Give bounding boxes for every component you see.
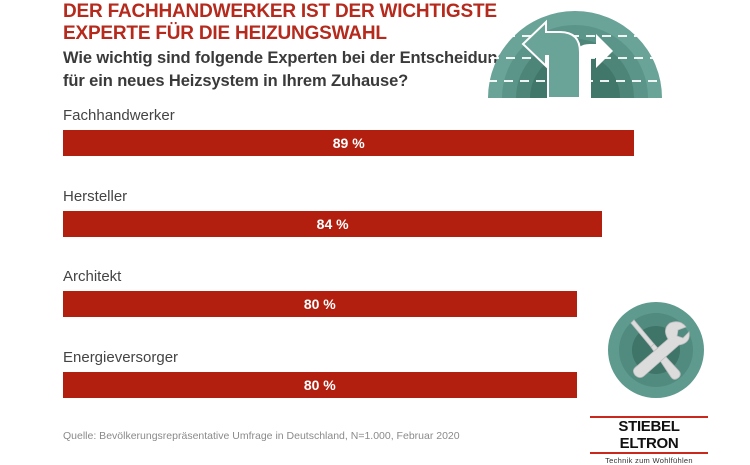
bar-energieversorger	[63, 371, 577, 398]
bar-fachhandwerker	[63, 130, 635, 156]
road-fork-arrows-icon	[488, 11, 664, 99]
brand-name: STIEBEL ELTRON	[590, 416, 708, 454]
bar-value-label: 84 %	[316, 215, 349, 232]
title-line-2: EXPERTE FÜR DIE HEIZUNGSWAHL	[63, 23, 387, 44]
bar-value-label: 89 %	[332, 135, 365, 151]
subtitle-line-2: für ein neues Heizsystem in Ihrem Zuhaus…	[63, 72, 409, 90]
subtitle-line-1: Wie wichtig sind folgende Experten bei d…	[63, 49, 508, 67]
brand-logo: STIEBEL ELTRON Technik zum Wohlfühlen	[590, 416, 708, 465]
wrench-screwdriver-icon	[608, 302, 704, 398]
source-note: Quelle: Bevölkerungsrepräsentative Umfra…	[63, 430, 460, 442]
bar-hersteller	[63, 210, 603, 237]
bar-value-label: 80 %	[303, 376, 336, 393]
category-label: Energieversorger	[63, 348, 179, 366]
chart-title: DER FACHHANDWERKER IST DER WICHTIGSTE EX…	[63, 1, 497, 45]
chart-subtitle: Wie wichtig sind folgende Experten bei d…	[63, 47, 508, 93]
category-label: Architekt	[63, 268, 122, 285]
bar-architekt	[63, 291, 577, 317]
category-label: Fachhandwerker	[63, 107, 175, 124]
brand-tagline: Technik zum Wohlfühlen	[605, 456, 693, 465]
bar-value-label: 80 %	[303, 296, 336, 312]
title-line-1: DER FACHHANDWERKER IST DER WICHTIGSTE	[63, 1, 497, 22]
category-label: Hersteller	[63, 187, 128, 205]
